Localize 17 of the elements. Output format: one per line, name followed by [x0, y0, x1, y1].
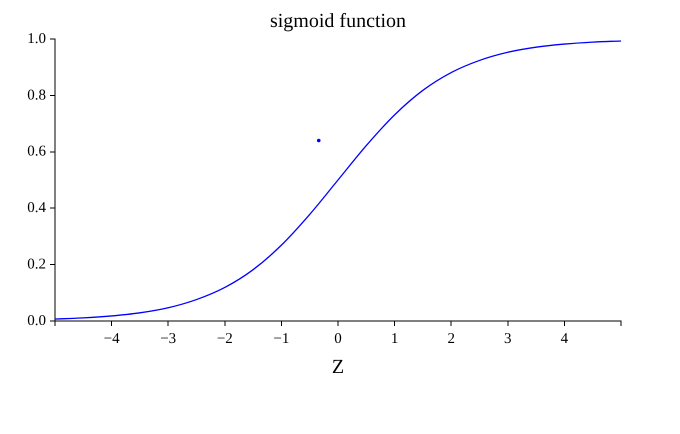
y-tick-label: 0.4 [27, 200, 46, 216]
x-axis-title: Z [332, 356, 344, 378]
x-tick-label: −4 [104, 330, 120, 347]
x-tick-label: 0 [334, 330, 342, 347]
y-tick-label: 0.2 [27, 256, 46, 273]
x-tick-label: 2 [447, 330, 455, 347]
chart-title: sigmoid function [270, 10, 406, 32]
x-tick-label: 4 [560, 330, 569, 347]
x-tick-label: −3 [160, 330, 176, 347]
y-tick-label: 0.8 [27, 87, 46, 104]
y-tick-label: 0.6 [27, 144, 46, 160]
y-tick-label: 0.0 [27, 312, 46, 329]
x-tick-label: 3 [504, 330, 512, 347]
x-tick-label: −2 [216, 330, 233, 347]
x-tick-label: 1 [390, 330, 398, 347]
y-tick-label: 1.0 [27, 30, 46, 47]
x-tick-label: −1 [273, 330, 290, 347]
